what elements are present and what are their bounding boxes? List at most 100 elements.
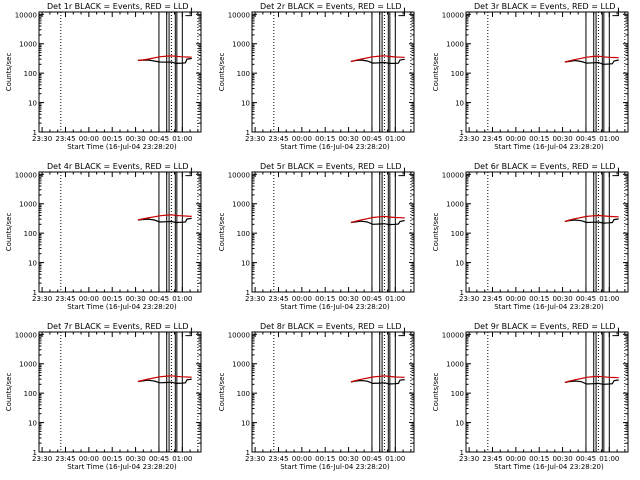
x-tick-label: 23:45 xyxy=(482,455,502,463)
x-tick-label: 23:30 xyxy=(32,295,52,303)
x-tick-label: 01:00 xyxy=(599,135,619,143)
x-tick-label: 00:15 xyxy=(102,135,122,143)
x-tick-label: 01:00 xyxy=(599,455,619,463)
y-tick-label: 10000 xyxy=(442,331,464,339)
step-marker xyxy=(398,7,405,17)
panel-title: Det 6r BLACK = Events, RED = LLD xyxy=(474,162,616,171)
panel-det-3: Det 3r BLACK = Events, RED = LLD 1 10 100 10… xyxy=(432,2,629,151)
x-tick-label: 23:30 xyxy=(32,455,52,463)
y-tick-label: 1000 xyxy=(232,361,250,369)
y-tick-label: 100 xyxy=(237,70,250,78)
x-axis-label: Start Time (16-Jul-04 23:28:20) xyxy=(67,463,177,471)
x-axis-label: Start Time (16-Jul-04 23:28:20) xyxy=(494,143,604,151)
x-tick-label: 01:00 xyxy=(385,455,405,463)
panel-title: Det 3r BLACK = Events, RED = LLD xyxy=(474,2,616,11)
panel-title: Det 8r BLACK = Events, RED = LLD xyxy=(260,322,402,331)
x-tick-label: 01:00 xyxy=(385,295,405,303)
y-axis-label: Counts/sec xyxy=(432,373,440,412)
y-axis-label: Counts/sec xyxy=(5,213,13,252)
x-tick-label: 00:30 xyxy=(338,295,358,303)
panel-det-5: Det 5r BLACK = Events, RED = LLD 1 10 100 10… xyxy=(218,162,415,311)
panel-det-8: Det 8r BLACK = Events, RED = LLD 1 10 100 10… xyxy=(218,322,415,471)
x-tick-label: 00:45 xyxy=(576,135,596,143)
y-tick-label: 100 xyxy=(24,230,37,238)
x-tick-label: 00:45 xyxy=(362,135,382,143)
panel-det-4: Det 4r BLACK = Events, RED = LLD 1 10 100 10… xyxy=(5,162,202,311)
x-tick-label: 23:45 xyxy=(482,295,502,303)
y-tick-label: 100 xyxy=(451,390,464,398)
x-tick-label: 00:15 xyxy=(315,295,335,303)
x-tick-label: 00:45 xyxy=(576,455,596,463)
y-tick-label: 1 xyxy=(33,289,37,297)
x-tick-label: 00:00 xyxy=(506,455,526,463)
x-tick-label: 23:45 xyxy=(55,135,75,143)
x-tick-label: 00:45 xyxy=(149,455,169,463)
x-tick-label: 23:30 xyxy=(245,135,265,143)
y-tick-label: 100 xyxy=(237,390,250,398)
x-axis-label: Start Time (16-Jul-04 23:28:20) xyxy=(280,143,390,151)
x-tick-label: 23:30 xyxy=(32,135,52,143)
events-series-line xyxy=(350,219,405,226)
y-tick-label: 1000 xyxy=(232,201,250,209)
events-series-line xyxy=(350,58,405,65)
x-tick-label: 00:30 xyxy=(125,295,145,303)
x-axis-label: Start Time (16-Jul-04 23:28:20) xyxy=(494,303,604,311)
y-tick-label: 1000 xyxy=(446,361,464,369)
y-axis-label: Counts/sec xyxy=(218,213,226,252)
y-tick-label: 10000 xyxy=(442,171,464,179)
x-tick-label: 00:00 xyxy=(292,135,312,143)
x-axis-label: Start Time (16-Jul-04 23:28:20) xyxy=(280,463,390,471)
x-tick-label: 00:15 xyxy=(102,455,122,463)
x-tick-label: 00:00 xyxy=(79,455,99,463)
y-tick-label: 100 xyxy=(451,230,464,238)
x-tick-label: 00:00 xyxy=(79,295,99,303)
step-marker xyxy=(612,327,619,337)
x-axis-label: Start Time (16-Jul-04 23:28:20) xyxy=(494,463,604,471)
y-tick-label: 1 xyxy=(460,289,464,297)
y-tick-label: 1 xyxy=(33,449,37,457)
panel-title: Det 7r BLACK = Events, RED = LLD xyxy=(47,322,189,331)
lld-series-line xyxy=(564,214,619,223)
panel-title: Det 9r BLACK = Events, RED = LLD xyxy=(474,322,616,331)
x-tick-label: 23:45 xyxy=(482,135,502,143)
lld-series-line xyxy=(350,215,405,224)
y-tick-label: 1000 xyxy=(19,361,37,369)
x-tick-label: 23:30 xyxy=(459,455,479,463)
panel-det-7: Det 7r BLACK = Events, RED = LLD 1 10 100 10… xyxy=(5,322,202,471)
panel-det-6: Det 6r BLACK = Events, RED = LLD 1 10 100 10… xyxy=(432,162,629,311)
x-tick-label: 00:30 xyxy=(552,135,572,143)
x-tick-label: 00:15 xyxy=(529,295,549,303)
y-tick-label: 100 xyxy=(237,230,250,238)
y-axis-label: Counts/sec xyxy=(432,53,440,92)
x-tick-label: 23:45 xyxy=(55,455,75,463)
panel-det-9: Det 9r BLACK = Events, RED = LLD 1 10 100 10… xyxy=(432,322,629,471)
x-tick-label: 01:00 xyxy=(172,455,192,463)
y-tick-label: 10 xyxy=(28,260,37,268)
y-tick-label: 10 xyxy=(455,260,464,268)
y-tick-label: 10 xyxy=(241,420,250,428)
x-tick-label: 00:30 xyxy=(125,135,145,143)
y-tick-label: 10000 xyxy=(442,11,464,19)
lld-series-line xyxy=(564,375,619,384)
x-tick-label: 23:30 xyxy=(245,455,265,463)
y-axis-label: Counts/sec xyxy=(432,213,440,252)
x-tick-label: 00:15 xyxy=(102,295,122,303)
step-marker xyxy=(185,167,192,177)
panel-det-2: Det 2r BLACK = Events, RED = LLD 1 10 100 10… xyxy=(218,2,415,151)
x-tick-label: 01:00 xyxy=(599,295,619,303)
y-tick-label: 100 xyxy=(24,70,37,78)
x-tick-label: 00:30 xyxy=(552,455,572,463)
step-marker xyxy=(612,7,619,17)
x-tick-label: 23:30 xyxy=(459,295,479,303)
x-tick-label: 00:45 xyxy=(362,455,382,463)
x-tick-label: 00:00 xyxy=(292,295,312,303)
y-tick-label: 10 xyxy=(455,100,464,108)
x-tick-label: 01:00 xyxy=(172,295,192,303)
events-series-line xyxy=(137,57,192,65)
lld-series-line xyxy=(137,375,192,383)
y-axis-label: Counts/sec xyxy=(218,53,226,92)
x-tick-label: 23:45 xyxy=(268,135,288,143)
x-tick-label: 00:00 xyxy=(506,295,526,303)
events-series-line xyxy=(137,217,192,224)
